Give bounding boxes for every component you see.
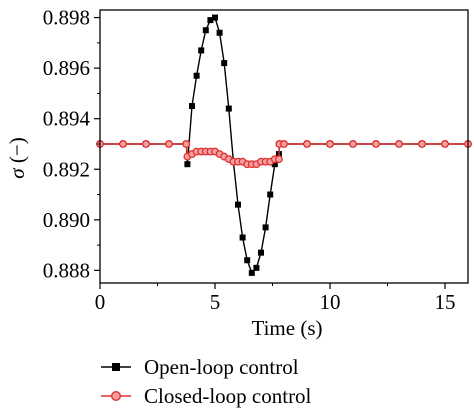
open-loop-point xyxy=(202,27,209,34)
axes-layer: 0 5 10 15 0.888 0.890 0.892 0.894 0.896 0.898 xyxy=(43,6,469,314)
x-axis-title: Time (s) xyxy=(252,316,323,340)
closed-loop-point xyxy=(142,140,150,148)
closed-loop-point xyxy=(418,140,426,148)
closed-loop-point xyxy=(119,140,127,148)
x-tick-label: 10 xyxy=(320,290,341,314)
y-tick-label: 0.894 xyxy=(43,107,91,131)
legend: Open-loop control Closed-loop control xyxy=(101,355,312,408)
open-loop-point xyxy=(225,105,232,112)
y-tick-label: 0.892 xyxy=(43,157,90,181)
open-loop-point xyxy=(221,60,228,67)
closed-loop-point xyxy=(326,140,334,148)
open-loop-point xyxy=(198,47,205,54)
y-axis-title: σ (−) xyxy=(5,137,29,178)
open-loop-point xyxy=(212,14,218,21)
legend-label-1: Open-loop control xyxy=(144,355,299,379)
plot-frame xyxy=(99,9,469,284)
open-loop-point xyxy=(235,201,241,208)
closed-loop-point xyxy=(372,140,380,148)
closed-loop-point xyxy=(303,140,311,148)
open-loop-point xyxy=(267,191,274,198)
closed-loop-point xyxy=(441,140,449,148)
series-layer xyxy=(96,14,472,276)
closed-loop-point xyxy=(274,155,283,164)
open-loop-point xyxy=(189,103,195,110)
x-tick-label: 15 xyxy=(435,290,456,314)
closed-loop-point xyxy=(395,140,403,148)
open-loop-point xyxy=(207,17,214,24)
open-loop-point xyxy=(184,161,191,168)
y-tick-label: 0.890 xyxy=(43,208,90,232)
legend-marker-open-loop xyxy=(112,363,120,371)
open-loop-point xyxy=(271,161,278,168)
y-tick-label: 0.898 xyxy=(43,6,90,30)
closed-loop-point xyxy=(165,140,173,148)
open-loop-point xyxy=(216,29,223,36)
legend-label-2: Closed-loop control xyxy=(144,384,312,408)
closed-loop-point xyxy=(182,140,191,148)
y-tick-label: 0.888 xyxy=(43,258,90,282)
closed-loop-point xyxy=(349,140,357,148)
closed-loop-point xyxy=(280,140,288,148)
open-loop-point xyxy=(239,234,246,241)
y-axis-unit: (−) xyxy=(5,137,29,168)
x-tick-label: 0 xyxy=(95,290,106,314)
open-loop-point xyxy=(262,224,269,231)
open-loop-point xyxy=(258,249,264,256)
open-loop-point xyxy=(253,264,260,271)
y-tick-label: 0.896 xyxy=(43,56,90,80)
x-tick-label: 5 xyxy=(210,290,221,314)
open-loop-point xyxy=(244,257,251,264)
y-axis-symbol: σ xyxy=(5,167,29,179)
open-loop-point xyxy=(193,72,200,79)
open-loop-point xyxy=(248,269,255,276)
legend-marker-closed-loop xyxy=(110,391,121,402)
